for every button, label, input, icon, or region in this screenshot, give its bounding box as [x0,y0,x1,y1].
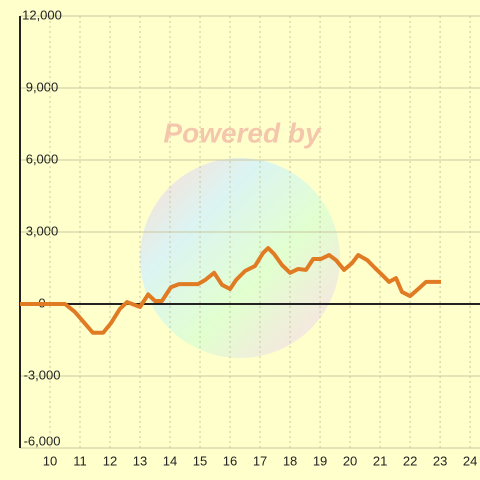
x-tick-label: 20 [343,453,357,468]
x-tick-label: 18 [283,453,297,468]
y-tick-label: 12,000 [22,7,62,22]
x-tick-label: 13 [133,453,147,468]
line-series [20,246,441,335]
x-tick-label: 14 [163,453,177,468]
x-tick-label: 11 [73,453,87,468]
x-tick-label: 23 [433,453,447,468]
watermark: Powered by [163,117,322,148]
x-tick-label: 17 [253,453,267,468]
x-tick-label: 21 [373,453,387,468]
x-tick-label: 15 [193,453,207,468]
y-tick-label: 9,000 [26,79,59,94]
y-tick-label: 3,000 [26,223,59,238]
x-tick-label: 12 [103,453,117,468]
y-tick-label: 6,000 [26,151,59,166]
x-tick-label: 22 [403,453,417,468]
y-tick-label: -3,000 [24,367,61,382]
x-tick-label: 16 [223,453,237,468]
x-tick-label: 10 [43,453,57,468]
x-tick-label: 19 [313,453,327,468]
x-tick-label: 24 [463,453,477,468]
y-tick-label: -6,000 [24,433,61,448]
